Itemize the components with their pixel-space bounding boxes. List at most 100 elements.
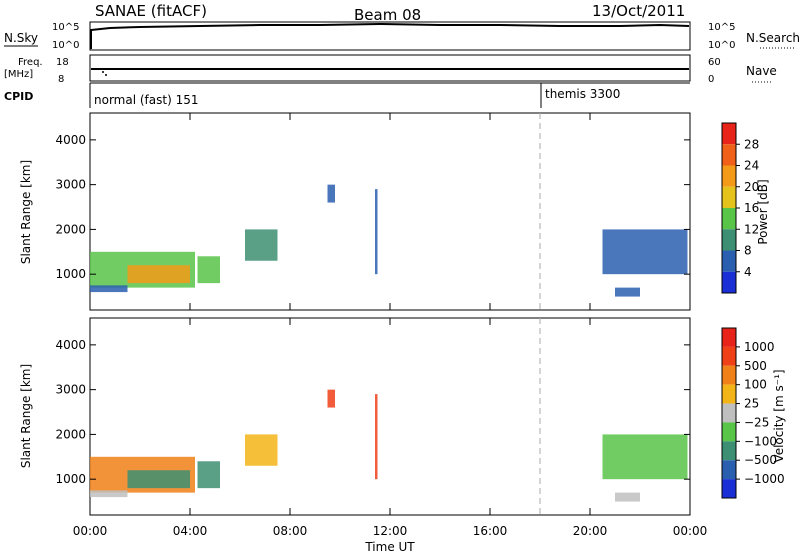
x-tick-label: 16:00: [473, 524, 508, 538]
nsearch-tick-bottom: 10^0: [708, 40, 735, 51]
x-tick-label: 12:00: [373, 524, 408, 538]
echo-region: [197, 461, 220, 489]
beam-title: Beam 08: [354, 6, 421, 24]
freq-tick-bottom: 8: [58, 74, 64, 85]
colorbar-swatch: [722, 123, 736, 145]
y-tick-label: 4000: [55, 338, 86, 352]
y-tick-label: 4000: [55, 133, 86, 147]
time-x-axis: 00:00 04:00 08:00 12:00 16:00 20:00 00:00: [73, 113, 708, 538]
cpid-label: CPID: [4, 90, 33, 103]
x-axis-label: Time UT: [364, 540, 415, 554]
velocity-panel: 1000 2000 3000 4000 Slant Range [km] 1000 50…: [19, 317, 786, 516]
power-panel: 1000 2000 3000 4000 Slant Range [km] 4 8 12 16…: [19, 112, 770, 311]
x-tick-label: 00:00: [73, 524, 108, 538]
echo-region: [197, 256, 220, 284]
cpid-mode-themis: themis 3300: [545, 87, 620, 101]
echo-region: [245, 229, 278, 261]
colorbar-tick-label: 28: [744, 137, 759, 151]
x-tick-label: 20:00: [573, 524, 608, 538]
power-y-ticks: 1000 2000 3000 4000: [55, 133, 690, 281]
velocity-colorbar: 1000 500 100 25 −25 −100 −500 −1000: [721, 327, 785, 499]
echo-region: [327, 184, 335, 203]
y-tick-label: 3000: [55, 383, 86, 397]
power-y-axis-label: Slant Range [km]: [19, 160, 33, 264]
colorbar-tick-label: −25: [744, 415, 769, 429]
freq-tick-top: 18: [56, 57, 69, 68]
colorbar-tick-label: 12: [744, 222, 759, 236]
velocity-y-ticks: 1000 2000 3000 4000: [55, 338, 690, 486]
colorbar-tick-label: 16: [744, 201, 759, 215]
colorbar-swatch: [722, 479, 736, 498]
colorbar-swatch: [722, 346, 736, 366]
echo-region: [375, 394, 378, 480]
echo-region: [245, 434, 278, 466]
cpid-mode-normal: normal (fast) 151: [94, 93, 198, 107]
colorbar-frame: [721, 327, 737, 499]
colorbar-swatch: [722, 165, 736, 187]
power-colorbar-label: Power [dB]: [756, 179, 770, 244]
echo-region: [602, 229, 688, 275]
freq-panel: [89, 54, 691, 82]
nsearch-tick-top: 10^5: [708, 22, 735, 33]
colorbar-swatch: [722, 403, 736, 423]
echo-region: [90, 490, 128, 498]
nsky-trace: [90, 22, 690, 49]
echo-region: [615, 287, 640, 297]
echo-region: [615, 492, 640, 502]
colorbar-swatch: [722, 328, 736, 347]
colorbar-swatch: [722, 422, 736, 442]
nsky-tick-bottom: 10^0: [52, 40, 79, 51]
power-colorbar: 4 8 12 16 20 24 28: [721, 122, 759, 294]
nave-label: Nave: [746, 64, 777, 78]
y-tick-label: 1000: [55, 472, 86, 486]
freq-point: [102, 71, 104, 73]
y-tick-label: 2000: [55, 222, 86, 236]
colorbar-tick-label: 100: [744, 378, 767, 392]
colorbar-tick-label: 4: [744, 265, 752, 279]
colorbar-tick-label: 20: [744, 180, 759, 194]
colorbar-swatch: [722, 384, 736, 404]
echo-region: [90, 285, 128, 293]
colorbar-tick-label: 25: [744, 397, 759, 411]
colorbar-tick-label: −500: [744, 453, 777, 467]
colorbar-tick-label: 500: [744, 359, 767, 373]
echo-region: [602, 434, 688, 480]
colorbar-tick-label: 1000: [744, 340, 775, 354]
colorbar-swatch: [722, 460, 736, 480]
nave-tick-bottom: 0: [708, 74, 714, 85]
velocity-data-layer: [90, 318, 688, 515]
echo-region: [375, 189, 378, 275]
colorbar-swatch: [722, 441, 736, 461]
colorbar-swatch: [722, 365, 736, 385]
echo-region: [327, 389, 335, 408]
colorbar-swatch: [722, 229, 736, 251]
colorbar-tick-label: −100: [744, 434, 777, 448]
echo-region: [127, 470, 190, 489]
colorbar-tick-label: 8: [744, 244, 752, 258]
echo-region: [127, 265, 190, 284]
colorbar-swatch: [722, 186, 736, 208]
y-tick-label: 2000: [55, 427, 86, 441]
x-tick-label: 08:00: [273, 524, 308, 538]
colorbar-swatch: [722, 144, 736, 166]
velocity-y-axis-label: Slant Range [km]: [19, 364, 33, 468]
freq-point: [105, 74, 107, 76]
power-data-layer: [90, 113, 688, 310]
x-tick-label: 00:00: [673, 524, 708, 538]
nsearch-label: N.Search: [746, 31, 800, 45]
date-title: 13/Oct/2011: [592, 2, 685, 20]
nave-tick-top: 60: [708, 57, 721, 68]
freq-unit: [MHz]: [4, 69, 33, 80]
velocity-colorbar-label: Velocity [m s⁻¹]: [772, 369, 786, 462]
y-tick-label: 1000: [55, 267, 86, 281]
colorbar-swatch: [722, 250, 736, 272]
colorbar-tick-label: 24: [744, 159, 759, 173]
x-tick-label: 04:00: [173, 524, 208, 538]
station-title: SANAE (fitACF): [95, 2, 207, 20]
y-tick-label: 3000: [55, 178, 86, 192]
colorbar-tick-label: −1000: [744, 472, 785, 486]
nsky-label: N.Sky: [4, 31, 38, 45]
freq-label: Freq.: [18, 57, 43, 68]
colorbar-swatch: [722, 271, 736, 293]
